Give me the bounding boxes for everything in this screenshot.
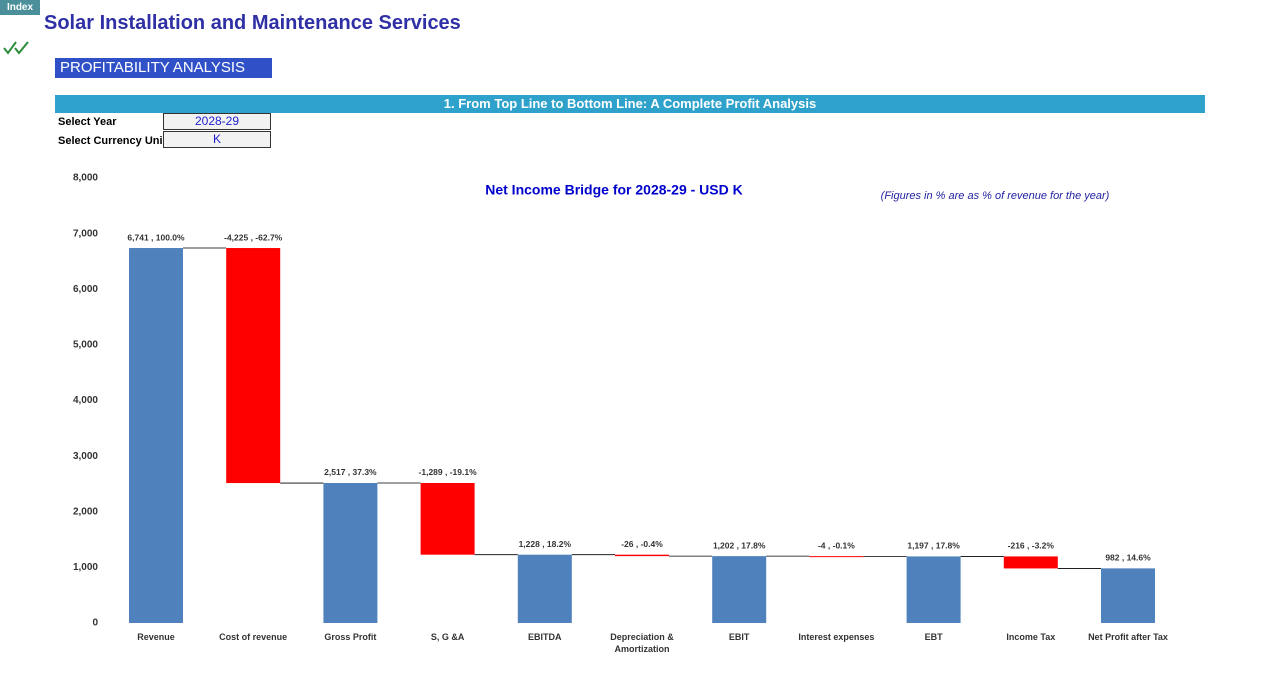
y-tick-label: 0 [92, 618, 98, 629]
data-label: 982 , 14.6% [1105, 553, 1151, 563]
x-tick-label: Depreciation & Amortization [610, 632, 674, 654]
chart-annotation: (Figures in % are as % of revenue for th… [881, 190, 1110, 202]
y-tick-label: 2,000 [73, 506, 98, 517]
bar [323, 482, 378, 623]
bar [517, 554, 572, 623]
y-tick-label: 8,000 [73, 173, 98, 184]
x-tick-label: Gross Profit [324, 632, 377, 642]
bar [226, 248, 281, 484]
x-tick-label: Cost of revenue [219, 632, 288, 642]
x-tick-label: Interest expenses [798, 632, 875, 642]
data-label: -26 , -0.4% [621, 539, 663, 549]
data-label: 1,202 , 17.8% [713, 540, 766, 550]
y-tick-label: 3,000 [73, 451, 98, 462]
x-tick-label: S, G &A [430, 632, 465, 642]
select-currency-label: Select Currency Uni [58, 135, 163, 147]
bar [712, 556, 767, 623]
data-label: -216 , -3.2% [1008, 541, 1055, 551]
data-label: 6,741 , 100.0% [127, 232, 185, 242]
bar [420, 482, 475, 555]
select-currency[interactable]: K [163, 131, 271, 148]
data-label: 2,517 , 37.3% [324, 467, 377, 477]
data-label: -4,225 , -62.7% [224, 232, 283, 242]
chart-title: Net Income Bridge for 2028-29 - USD K [485, 182, 743, 198]
data-label: -1,289 , -19.1% [419, 467, 478, 477]
index-button[interactable]: Index [0, 0, 40, 15]
x-tick-label: EBIT [728, 632, 750, 642]
check-icon [3, 41, 29, 55]
banner: 1. From Top Line to Bottom Line: A Compl… [55, 95, 1205, 113]
x-tick-label: EBT [924, 632, 943, 642]
data-label: 1,228 , 18.2% [519, 539, 572, 549]
y-tick-label: 6,000 [73, 284, 98, 295]
x-tick-label: EBITDA [528, 632, 562, 642]
select-year[interactable]: 2028-29 [163, 113, 271, 130]
page-title: Solar Installation and Maintenance Servi… [44, 12, 461, 34]
y-tick-label: 5,000 [73, 340, 98, 351]
y-tick-label: 4,000 [73, 395, 98, 406]
y-tick-label: 7,000 [73, 228, 98, 239]
data-label: -4 , -0.1% [818, 540, 855, 550]
data-label: 1,197 , 17.8% [907, 541, 960, 551]
select-year-label: Select Year [58, 116, 117, 128]
bar [615, 554, 669, 557]
bar [129, 248, 183, 624]
bar [809, 556, 864, 558]
x-tick-label: Revenue [137, 632, 175, 642]
x-tick-label: Net Profit after Tax [1088, 632, 1168, 642]
section-header: PROFITABILITY ANALYSIS [55, 58, 272, 78]
bar [1003, 556, 1058, 569]
x-tick-label: Income Tax [1006, 632, 1056, 642]
bar [1101, 568, 1155, 623]
bar [906, 556, 961, 623]
y-tick-label: 1,000 [73, 562, 98, 573]
